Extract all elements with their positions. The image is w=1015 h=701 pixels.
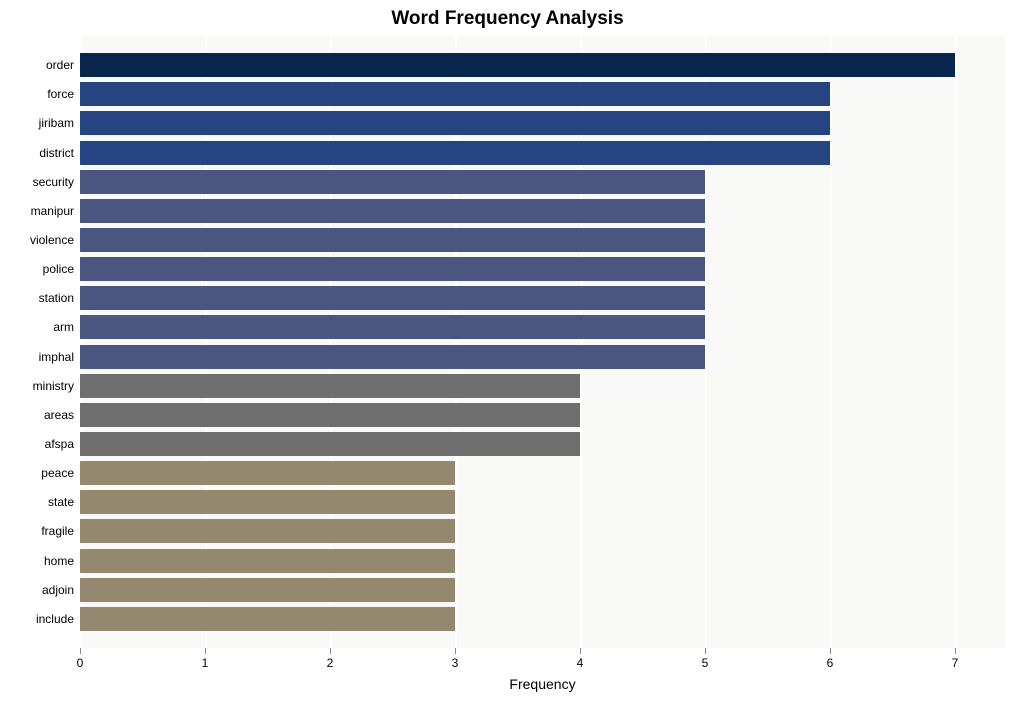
chart-container: Word Frequency Analysis Frequency 0 1 2 3 4 5… (0, 0, 1015, 701)
bar (80, 170, 705, 194)
y-tick-label: peace (41, 467, 74, 479)
bar (80, 286, 705, 310)
y-tick-label: violence (30, 234, 74, 246)
x-tick-mark (830, 648, 831, 654)
y-tick-label: include (36, 613, 74, 625)
y-tick-label: afspa (45, 438, 74, 450)
y-tick-label: force (47, 88, 74, 100)
y-tick-label: manipur (31, 205, 74, 217)
bar (80, 607, 455, 631)
bar (80, 257, 705, 281)
x-tick-label: 6 (827, 656, 834, 670)
y-tick-label: station (39, 292, 74, 304)
bar (80, 549, 455, 573)
plot-area (80, 36, 1005, 648)
bar (80, 374, 580, 398)
y-tick-label: security (33, 176, 74, 188)
y-tick-label: arm (53, 321, 74, 333)
grid-line (830, 36, 832, 648)
bar (80, 519, 455, 543)
y-tick-label: district (39, 147, 74, 159)
y-tick-label: adjoin (42, 584, 74, 596)
y-tick-label: imphal (39, 351, 74, 363)
bar (80, 228, 705, 252)
bar (80, 53, 955, 77)
x-tick-mark (580, 648, 581, 654)
x-tick-label: 0 (77, 656, 84, 670)
bar (80, 461, 455, 485)
x-tick-label: 2 (327, 656, 334, 670)
x-axis-label: Frequency (80, 676, 1005, 692)
x-tick-mark (205, 648, 206, 654)
chart-title: Word Frequency Analysis (0, 8, 1015, 30)
x-tick-mark (80, 648, 81, 654)
bar (80, 432, 580, 456)
x-tick-mark (330, 648, 331, 654)
x-tick-label: 5 (702, 656, 709, 670)
bar (80, 111, 830, 135)
x-tick-mark (955, 648, 956, 654)
bar (80, 578, 455, 602)
y-tick-label: order (46, 59, 74, 71)
y-tick-label: areas (44, 409, 74, 421)
y-tick-label: police (43, 263, 74, 275)
bar (80, 199, 705, 223)
y-tick-label: jiribam (39, 117, 74, 129)
bar (80, 345, 705, 369)
y-tick-label: home (44, 555, 74, 567)
x-tick-label: 3 (452, 656, 459, 670)
bar (80, 403, 580, 427)
grid-line (955, 36, 957, 648)
y-tick-label: fragile (41, 525, 74, 537)
y-tick-label: ministry (33, 380, 74, 392)
x-tick-label: 4 (577, 656, 584, 670)
x-tick-label: 7 (952, 656, 959, 670)
y-tick-label: state (48, 496, 74, 508)
bar (80, 490, 455, 514)
bar (80, 82, 830, 106)
x-tick-mark (455, 648, 456, 654)
bar (80, 141, 830, 165)
x-tick-label: 1 (202, 656, 209, 670)
bar (80, 315, 705, 339)
x-tick-mark (705, 648, 706, 654)
